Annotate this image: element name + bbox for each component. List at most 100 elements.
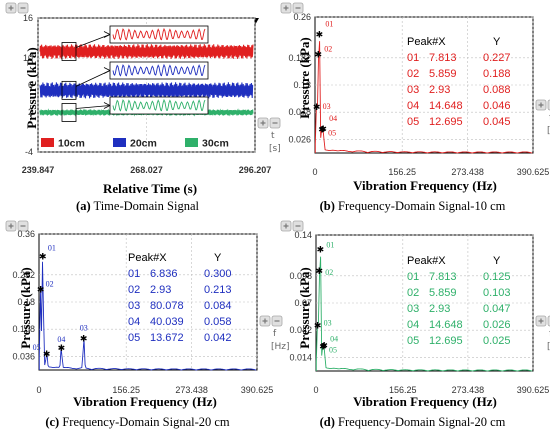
- spectrum-line: [314, 41, 533, 154]
- table-cell-peak: 02: [407, 68, 419, 80]
- table-cell-x: 40.039: [150, 316, 184, 328]
- panel-freq-20cm-green: 0.14 0.098 0.07 0.042 0.014 0 156.25 273.438 390…: [275, 218, 550, 436]
- table-cell-peak: 01: [407, 52, 419, 64]
- table-cell-x: 7.813: [429, 271, 457, 283]
- zoom-inset-signal: [112, 98, 206, 112]
- table-cell-y: 0.047: [483, 303, 511, 315]
- zoom-in-button[interactable]: [280, 220, 292, 232]
- frequency-chart-20cm-blue: 0.36 0.252 0.18 0.108 0.036 0 156.25 273.438 390…: [5, 220, 290, 395]
- caption-prefix: (c): [45, 415, 60, 429]
- peak-label: 01: [325, 19, 333, 28]
- zoom-out-button[interactable]: [292, 2, 304, 14]
- zoom-in-button[interactable]: [259, 315, 271, 327]
- table-cell-peak: 02: [407, 287, 419, 299]
- zoom-in-button[interactable]: [5, 220, 17, 232]
- zoom-out-button[interactable]: [292, 220, 304, 232]
- y-tick-label: -4: [25, 147, 33, 157]
- zoom-out-button[interactable]: [269, 117, 281, 129]
- x-tick-label: 273.438: [175, 385, 208, 395]
- table-cell-peak: 01: [128, 268, 140, 280]
- y-tick-label: 0.26: [293, 12, 311, 22]
- x-tick-label: 156.25: [112, 385, 140, 395]
- table-cell-peak: 05: [407, 335, 419, 347]
- legend-label: 30cm: [202, 138, 229, 150]
- zoom-out-button[interactable]: [17, 2, 29, 14]
- x-tick-label: 156.25: [389, 385, 417, 395]
- x-axis-label: Vibration Frequency (Hz): [353, 394, 497, 409]
- table-header-peak-x: Peak#X: [128, 252, 167, 264]
- table-header-peak-x: Peak#X: [407, 255, 446, 267]
- zoom-out-button[interactable]: [271, 315, 283, 327]
- legend-label: 20cm: [130, 138, 157, 150]
- table-cell-y: 0.213: [204, 284, 232, 296]
- y-axis-label: Pressure (kPa): [297, 37, 312, 119]
- peak-marker-icon: ✱: [316, 30, 324, 40]
- time-domain-chart: 16 10 6 2 -4 239.847 268.027 296.207 10cm 20cm 30c…: [5, 2, 281, 175]
- frequency-chart-10cm: 0.26 0.182 0.13 0.078 0.026 0 156.25 273.438 390…: [280, 2, 550, 177]
- peak-marker-icon: ✱: [315, 267, 323, 277]
- axis-unit-label: [Hz]: [547, 126, 550, 136]
- table-header-y: Y: [493, 36, 501, 48]
- table-cell-peak: 04: [407, 100, 419, 112]
- zoom-in-button[interactable]: [535, 99, 547, 111]
- table-cell-peak: 03: [407, 84, 419, 96]
- table-cell-y: 0.125: [483, 271, 511, 283]
- y-tick-label: 10: [23, 53, 33, 63]
- axis-unit-symbol: f: [273, 329, 277, 339]
- table-cell-y: 0.188: [483, 68, 511, 80]
- peak-marker-icon: ✱: [320, 342, 328, 352]
- zoom-region-box: [61, 80, 77, 100]
- table-cell-x: 5.859: [429, 287, 457, 299]
- x-axis-label: Relative Time (s): [102, 181, 198, 196]
- table-cell-y: 0.045: [483, 116, 511, 128]
- y-tick-label: 0.07: [294, 298, 312, 308]
- zoom-region-box: [61, 103, 77, 122]
- x-tick-label: 390.625: [241, 385, 274, 395]
- peak-label: 03: [323, 102, 331, 111]
- peak-marker-icon: ✱: [43, 350, 51, 360]
- y-axis-label: Pressure (kPa): [24, 47, 39, 129]
- y-tick-label: 0.108: [12, 324, 35, 334]
- table-header-y: Y: [214, 252, 222, 264]
- table-cell-peak: 02: [128, 284, 140, 296]
- legend-label: 10cm: [58, 138, 85, 150]
- peak-marker-icon: ✱: [80, 334, 88, 344]
- table-cell-peak: 04: [128, 316, 140, 328]
- zoom-out-button[interactable]: [17, 220, 29, 232]
- zoom-in-button[interactable]: [257, 117, 269, 129]
- frequency-chart-20cm-green: 0.14 0.098 0.07 0.042 0.014 0 156.25 273.438 390…: [280, 220, 550, 395]
- table-cell-y: 0.046: [483, 100, 511, 112]
- peak-label: 04: [329, 114, 337, 123]
- peak-marker-icon: ✱: [58, 344, 66, 354]
- caption-c: (c) Frequency-Domain Signal-20 cm: [0, 415, 275, 430]
- spectrum-line: [38, 261, 257, 371]
- zoom-in-button[interactable]: [280, 2, 292, 14]
- x-tick-label: 296.207: [239, 165, 272, 175]
- table-cell-x: 2.93: [150, 284, 171, 296]
- caption-a: (a) Time-Domain Signal: [0, 199, 275, 214]
- spectrum-line: [315, 256, 533, 372]
- zoom-in-button[interactable]: [5, 2, 17, 14]
- table-cell-y: 0.025: [483, 335, 511, 347]
- peak-table-header: Peak#X: [407, 36, 446, 48]
- legend-swatch: [113, 138, 126, 147]
- table-cell-peak: 04: [407, 319, 419, 331]
- peak-label: 02: [324, 45, 332, 54]
- table-cell-x: 6.836: [150, 268, 178, 280]
- caption-prefix: (b): [319, 199, 335, 213]
- peak-label: 03: [324, 318, 332, 327]
- y-tick-label: 0.36: [17, 229, 35, 239]
- x-tick-label: 0: [313, 385, 318, 395]
- table-cell-y: 0.103: [483, 287, 511, 299]
- y-tick-label: 6: [28, 80, 33, 90]
- axis-unit-symbol: t: [271, 131, 275, 141]
- peak-marker-icon: ✱: [37, 286, 45, 296]
- table-header-y: Y: [493, 255, 501, 267]
- x-tick-label: 0: [36, 385, 41, 395]
- peak-marker-icon: ✱: [39, 253, 47, 263]
- table-cell-x: 13.672: [150, 332, 184, 344]
- zoom-in-button[interactable]: [535, 315, 547, 327]
- table-cell-peak: 01: [407, 271, 419, 283]
- table-cell-y: 0.088: [483, 84, 511, 96]
- panel-freq-10cm: 0.26 0.182 0.13 0.078 0.026 0 156.25 273.438 390…: [275, 0, 550, 218]
